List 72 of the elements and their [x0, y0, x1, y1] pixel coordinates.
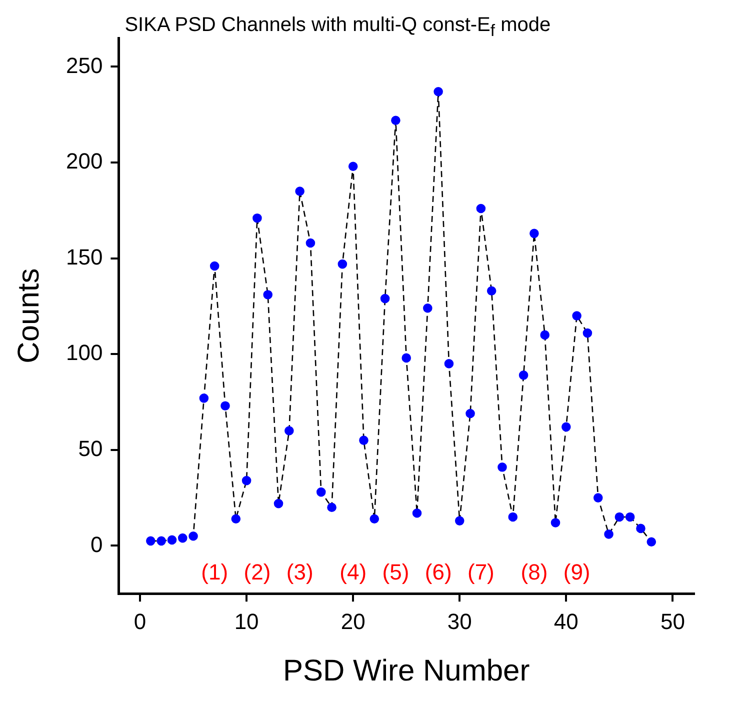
x-tick-label: 20	[340, 608, 366, 634]
point	[486, 286, 496, 296]
annotation: (7)	[467, 560, 494, 585]
point	[498, 462, 507, 472]
point	[327, 502, 336, 512]
point	[156, 536, 166, 546]
x-tick-label: 0	[134, 608, 146, 634]
point	[146, 536, 156, 546]
x-axis-title: PSD Wire Number	[282, 654, 530, 688]
annotation: (1)	[201, 560, 228, 585]
point	[380, 294, 390, 304]
point	[434, 86, 443, 96]
point	[178, 533, 188, 543]
point	[614, 512, 624, 522]
x-tick-label: 40	[554, 608, 578, 634]
point	[274, 498, 284, 508]
annotation: (2)	[244, 560, 271, 585]
point	[338, 259, 348, 269]
point	[572, 311, 582, 320]
point	[412, 508, 422, 518]
y-tick-label: 150	[66, 244, 103, 270]
y-tick-label: 250	[66, 52, 103, 78]
point	[231, 514, 241, 524]
point	[167, 535, 177, 545]
chart-title: SIKA PSD Channels with multi-Q const-E$_{f}$ mode	[124, 14, 551, 41]
point	[636, 524, 646, 534]
annotation: (3)	[286, 560, 314, 585]
annotation: (5)	[382, 560, 410, 585]
x-tick-label: 30	[447, 608, 472, 634]
y-tick-label: 50	[78, 436, 103, 461]
point	[316, 487, 326, 497]
y-tick-label: 0	[90, 532, 103, 557]
point	[220, 401, 230, 410]
point	[359, 436, 368, 445]
annotation: (4)	[340, 560, 367, 585]
point	[263, 290, 273, 300]
x-tick-label: 10	[234, 608, 259, 634]
y-tick-label: 100	[66, 340, 103, 366]
annotation: (9)	[563, 560, 590, 585]
point	[604, 530, 614, 539]
point	[284, 426, 294, 436]
point	[391, 116, 400, 126]
point	[454, 516, 464, 526]
point	[518, 370, 528, 380]
point	[348, 162, 358, 172]
point	[508, 512, 518, 522]
point	[476, 204, 486, 214]
point	[540, 330, 550, 340]
y-axis-title: Counts	[12, 268, 46, 364]
point	[188, 531, 198, 541]
point	[370, 514, 380, 524]
point	[466, 408, 475, 418]
point	[562, 422, 571, 432]
point	[423, 303, 432, 313]
point	[402, 353, 412, 363]
annotation: (6)	[424, 560, 452, 585]
point	[199, 394, 209, 403]
point	[593, 493, 603, 502]
point	[625, 512, 635, 522]
point	[210, 261, 220, 271]
point	[444, 359, 454, 368]
y-tick-label: 200	[66, 148, 103, 174]
point	[530, 228, 539, 238]
x-tick-label: 50	[660, 608, 685, 634]
point	[550, 518, 560, 528]
point	[242, 476, 252, 486]
point	[306, 238, 316, 248]
point	[295, 186, 304, 196]
point	[646, 537, 656, 547]
point	[582, 328, 592, 338]
point	[252, 213, 262, 223]
annotation: (8)	[520, 560, 548, 585]
